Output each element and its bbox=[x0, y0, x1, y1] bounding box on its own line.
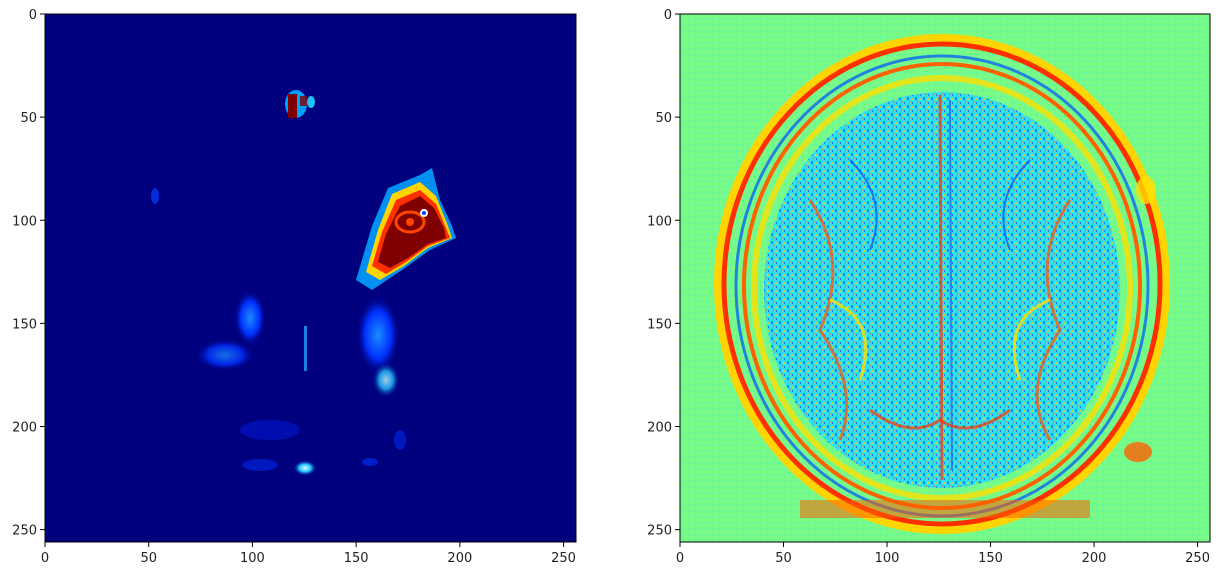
left-image bbox=[44, 13, 577, 543]
right-image bbox=[679, 13, 1211, 543]
right-image-panel: 0 50 100 150 200 250 0 50 100 150 200 250 bbox=[647, 8, 1211, 566]
right-axis-ticks: 0 50 100 150 200 250 0 50 100 150 200 250 bbox=[647, 8, 1210, 566]
left-image-frame bbox=[44, 13, 577, 543]
x-tick-label: 50 bbox=[140, 551, 157, 566]
y-tick-label: 250 bbox=[647, 524, 672, 539]
left-top-spot bbox=[285, 90, 315, 118]
y-tick-label: 150 bbox=[647, 317, 672, 332]
x-tick-label: 0 bbox=[676, 551, 684, 566]
y-tick-label: 100 bbox=[12, 214, 37, 229]
right-image-frame bbox=[679, 13, 1211, 543]
y-tick-label: 250 bbox=[12, 524, 37, 539]
x-tick-label: 150 bbox=[344, 551, 369, 566]
y-tick-label: 0 bbox=[29, 8, 37, 23]
x-tick-label: 200 bbox=[447, 551, 472, 566]
x-tick-label: 0 bbox=[41, 551, 49, 566]
left-faint-regions bbox=[151, 188, 406, 476]
x-tick-label: 250 bbox=[1185, 551, 1210, 566]
left-image-panel: 0 50 100 150 200 250 0 50 100 150 200 250 bbox=[12, 8, 577, 566]
x-tick-label: 150 bbox=[978, 551, 1003, 566]
y-tick-label: 200 bbox=[12, 421, 37, 436]
left-hot-region bbox=[356, 168, 456, 290]
y-tick-label: 50 bbox=[655, 111, 672, 126]
x-tick-label: 200 bbox=[1082, 551, 1107, 566]
y-tick-label: 50 bbox=[20, 111, 37, 126]
y-tick-label: 200 bbox=[647, 421, 672, 436]
x-tick-label: 100 bbox=[875, 551, 900, 566]
x-tick-label: 50 bbox=[775, 551, 792, 566]
y-tick-label: 100 bbox=[647, 214, 672, 229]
right-brain-interior bbox=[764, 92, 1120, 488]
right-skull-features bbox=[800, 176, 1156, 518]
x-tick-label: 250 bbox=[551, 551, 576, 566]
y-tick-label: 150 bbox=[12, 317, 37, 332]
left-axis-ticks: 0 50 100 150 200 250 0 50 100 150 200 250 bbox=[12, 8, 576, 566]
y-tick-label: 0 bbox=[664, 8, 672, 23]
x-tick-label: 100 bbox=[240, 551, 265, 566]
